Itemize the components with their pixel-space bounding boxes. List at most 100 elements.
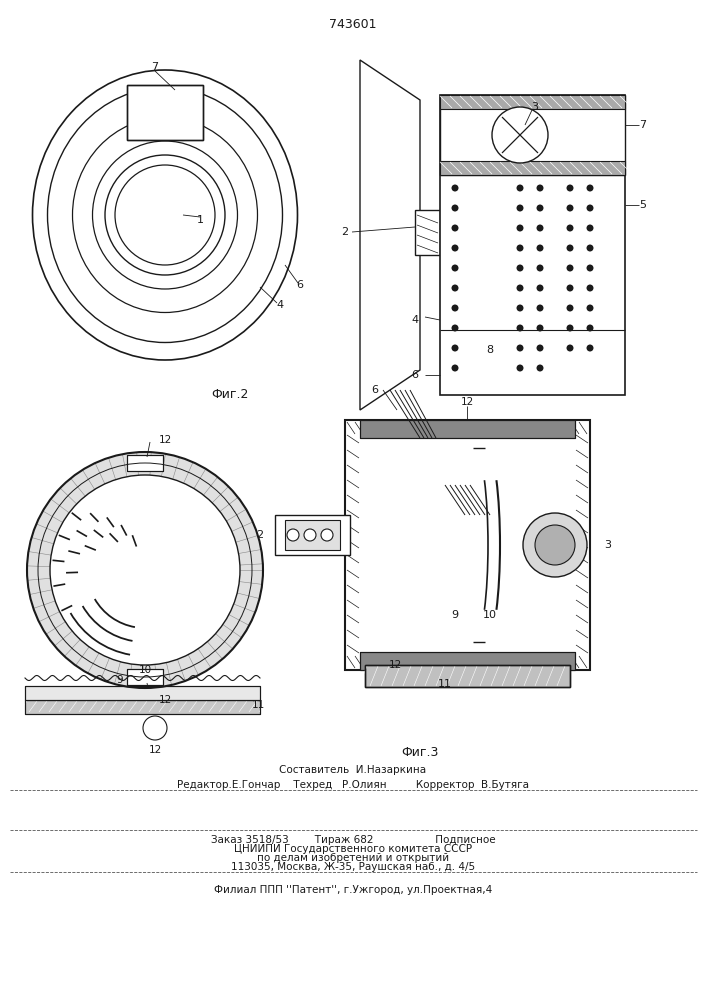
Bar [440, 95, 625, 109]
Bar [127, 669, 163, 685]
Circle shape [537, 304, 544, 312]
Text: 9: 9 [117, 675, 123, 685]
Text: 8: 8 [486, 345, 493, 355]
Text: 1: 1 [197, 215, 204, 225]
Circle shape [587, 284, 593, 292]
Circle shape [452, 324, 459, 332]
Text: 12: 12 [158, 435, 172, 445]
Bar [360, 652, 575, 670]
Wedge shape [27, 452, 263, 688]
Bar [440, 161, 625, 175]
Text: 3: 3 [532, 102, 539, 112]
Circle shape [566, 284, 573, 292]
Circle shape [587, 205, 593, 212]
Text: Составитель  И.Назаркина: Составитель И.Назаркина [279, 765, 426, 775]
Text: 11: 11 [252, 700, 264, 710]
Circle shape [537, 264, 544, 271]
Text: 2: 2 [257, 530, 264, 540]
Circle shape [452, 284, 459, 292]
Text: 113035, Москва, Ж-35, Раушская наб., д. 4/5: 113035, Москва, Ж-35, Раушская наб., д. … [231, 862, 475, 872]
Circle shape [566, 225, 573, 232]
Polygon shape [360, 60, 420, 410]
Circle shape [587, 264, 593, 271]
Text: 3: 3 [604, 540, 612, 550]
Text: 6: 6 [371, 385, 378, 395]
Text: 12: 12 [388, 660, 402, 670]
Bar [25, 700, 260, 714]
Bar [440, 95, 625, 175]
Text: Фиг.2: Фиг.2 [211, 388, 249, 401]
Bar [365, 665, 570, 687]
Bar [415, 210, 440, 255]
Circle shape [537, 364, 544, 371]
Text: 7: 7 [151, 62, 158, 72]
Circle shape [537, 244, 544, 251]
Text: 5: 5 [640, 200, 646, 210]
Text: 6: 6 [296, 280, 303, 290]
Circle shape [587, 184, 593, 192]
Bar [127, 85, 203, 140]
Bar [127, 669, 163, 685]
Text: Редактор.Е.Гончар    Техред   Р.Олиян         Корректор  В.Бутяга: Редактор.Е.Гончар Техред Р.Олиян Коррект… [177, 780, 529, 790]
Circle shape [566, 304, 573, 312]
Bar [25, 700, 260, 714]
Bar [440, 95, 625, 395]
Circle shape [535, 525, 575, 565]
Bar [345, 420, 590, 670]
Circle shape [566, 205, 573, 212]
Circle shape [492, 107, 548, 163]
Circle shape [537, 184, 544, 192]
Circle shape [452, 344, 459, 352]
Circle shape [452, 364, 459, 371]
Bar [127, 85, 203, 140]
Text: Филиал ППП ''Патент'', г.Ужгород, ул.Проектная,4: Филиал ППП ''Патент'', г.Ужгород, ул.Про… [214, 885, 492, 895]
Circle shape [517, 205, 523, 212]
Circle shape [587, 304, 593, 312]
Circle shape [517, 264, 523, 271]
Circle shape [452, 205, 459, 212]
Bar [25, 686, 260, 700]
Circle shape [287, 529, 299, 541]
Circle shape [452, 244, 459, 251]
Circle shape [452, 264, 459, 271]
Circle shape [537, 225, 544, 232]
Text: ЦНИИПИ Государственного комитета СССР: ЦНИИПИ Государственного комитета СССР [234, 844, 472, 854]
Bar [275, 515, 350, 555]
Text: Фиг.3: Фиг.3 [402, 746, 438, 760]
Circle shape [587, 324, 593, 332]
Circle shape [517, 284, 523, 292]
Bar [127, 455, 163, 471]
Circle shape [566, 184, 573, 192]
Circle shape [523, 513, 587, 577]
Text: 12: 12 [148, 745, 162, 755]
Bar [365, 665, 570, 687]
Text: по делам изобретений и открытий: по делам изобретений и открытий [257, 853, 449, 863]
Circle shape [566, 244, 573, 251]
Text: 10: 10 [483, 610, 497, 620]
Circle shape [452, 184, 459, 192]
Circle shape [517, 344, 523, 352]
Circle shape [304, 529, 316, 541]
Circle shape [452, 225, 459, 232]
Text: 9: 9 [452, 610, 459, 620]
Circle shape [517, 364, 523, 371]
Circle shape [566, 264, 573, 271]
Circle shape [537, 284, 544, 292]
Bar [285, 520, 340, 550]
Circle shape [566, 344, 573, 352]
Circle shape [517, 324, 523, 332]
Text: 4: 4 [276, 300, 284, 310]
Circle shape [587, 244, 593, 251]
Bar [127, 455, 163, 471]
Circle shape [537, 205, 544, 212]
Text: 6: 6 [411, 370, 419, 380]
Circle shape [566, 324, 573, 332]
Circle shape [537, 324, 544, 332]
Text: 12: 12 [158, 695, 172, 705]
Bar [360, 420, 575, 438]
Circle shape [321, 529, 333, 541]
Circle shape [587, 225, 593, 232]
Circle shape [537, 344, 544, 352]
Bar [360, 652, 575, 670]
Circle shape [517, 304, 523, 312]
